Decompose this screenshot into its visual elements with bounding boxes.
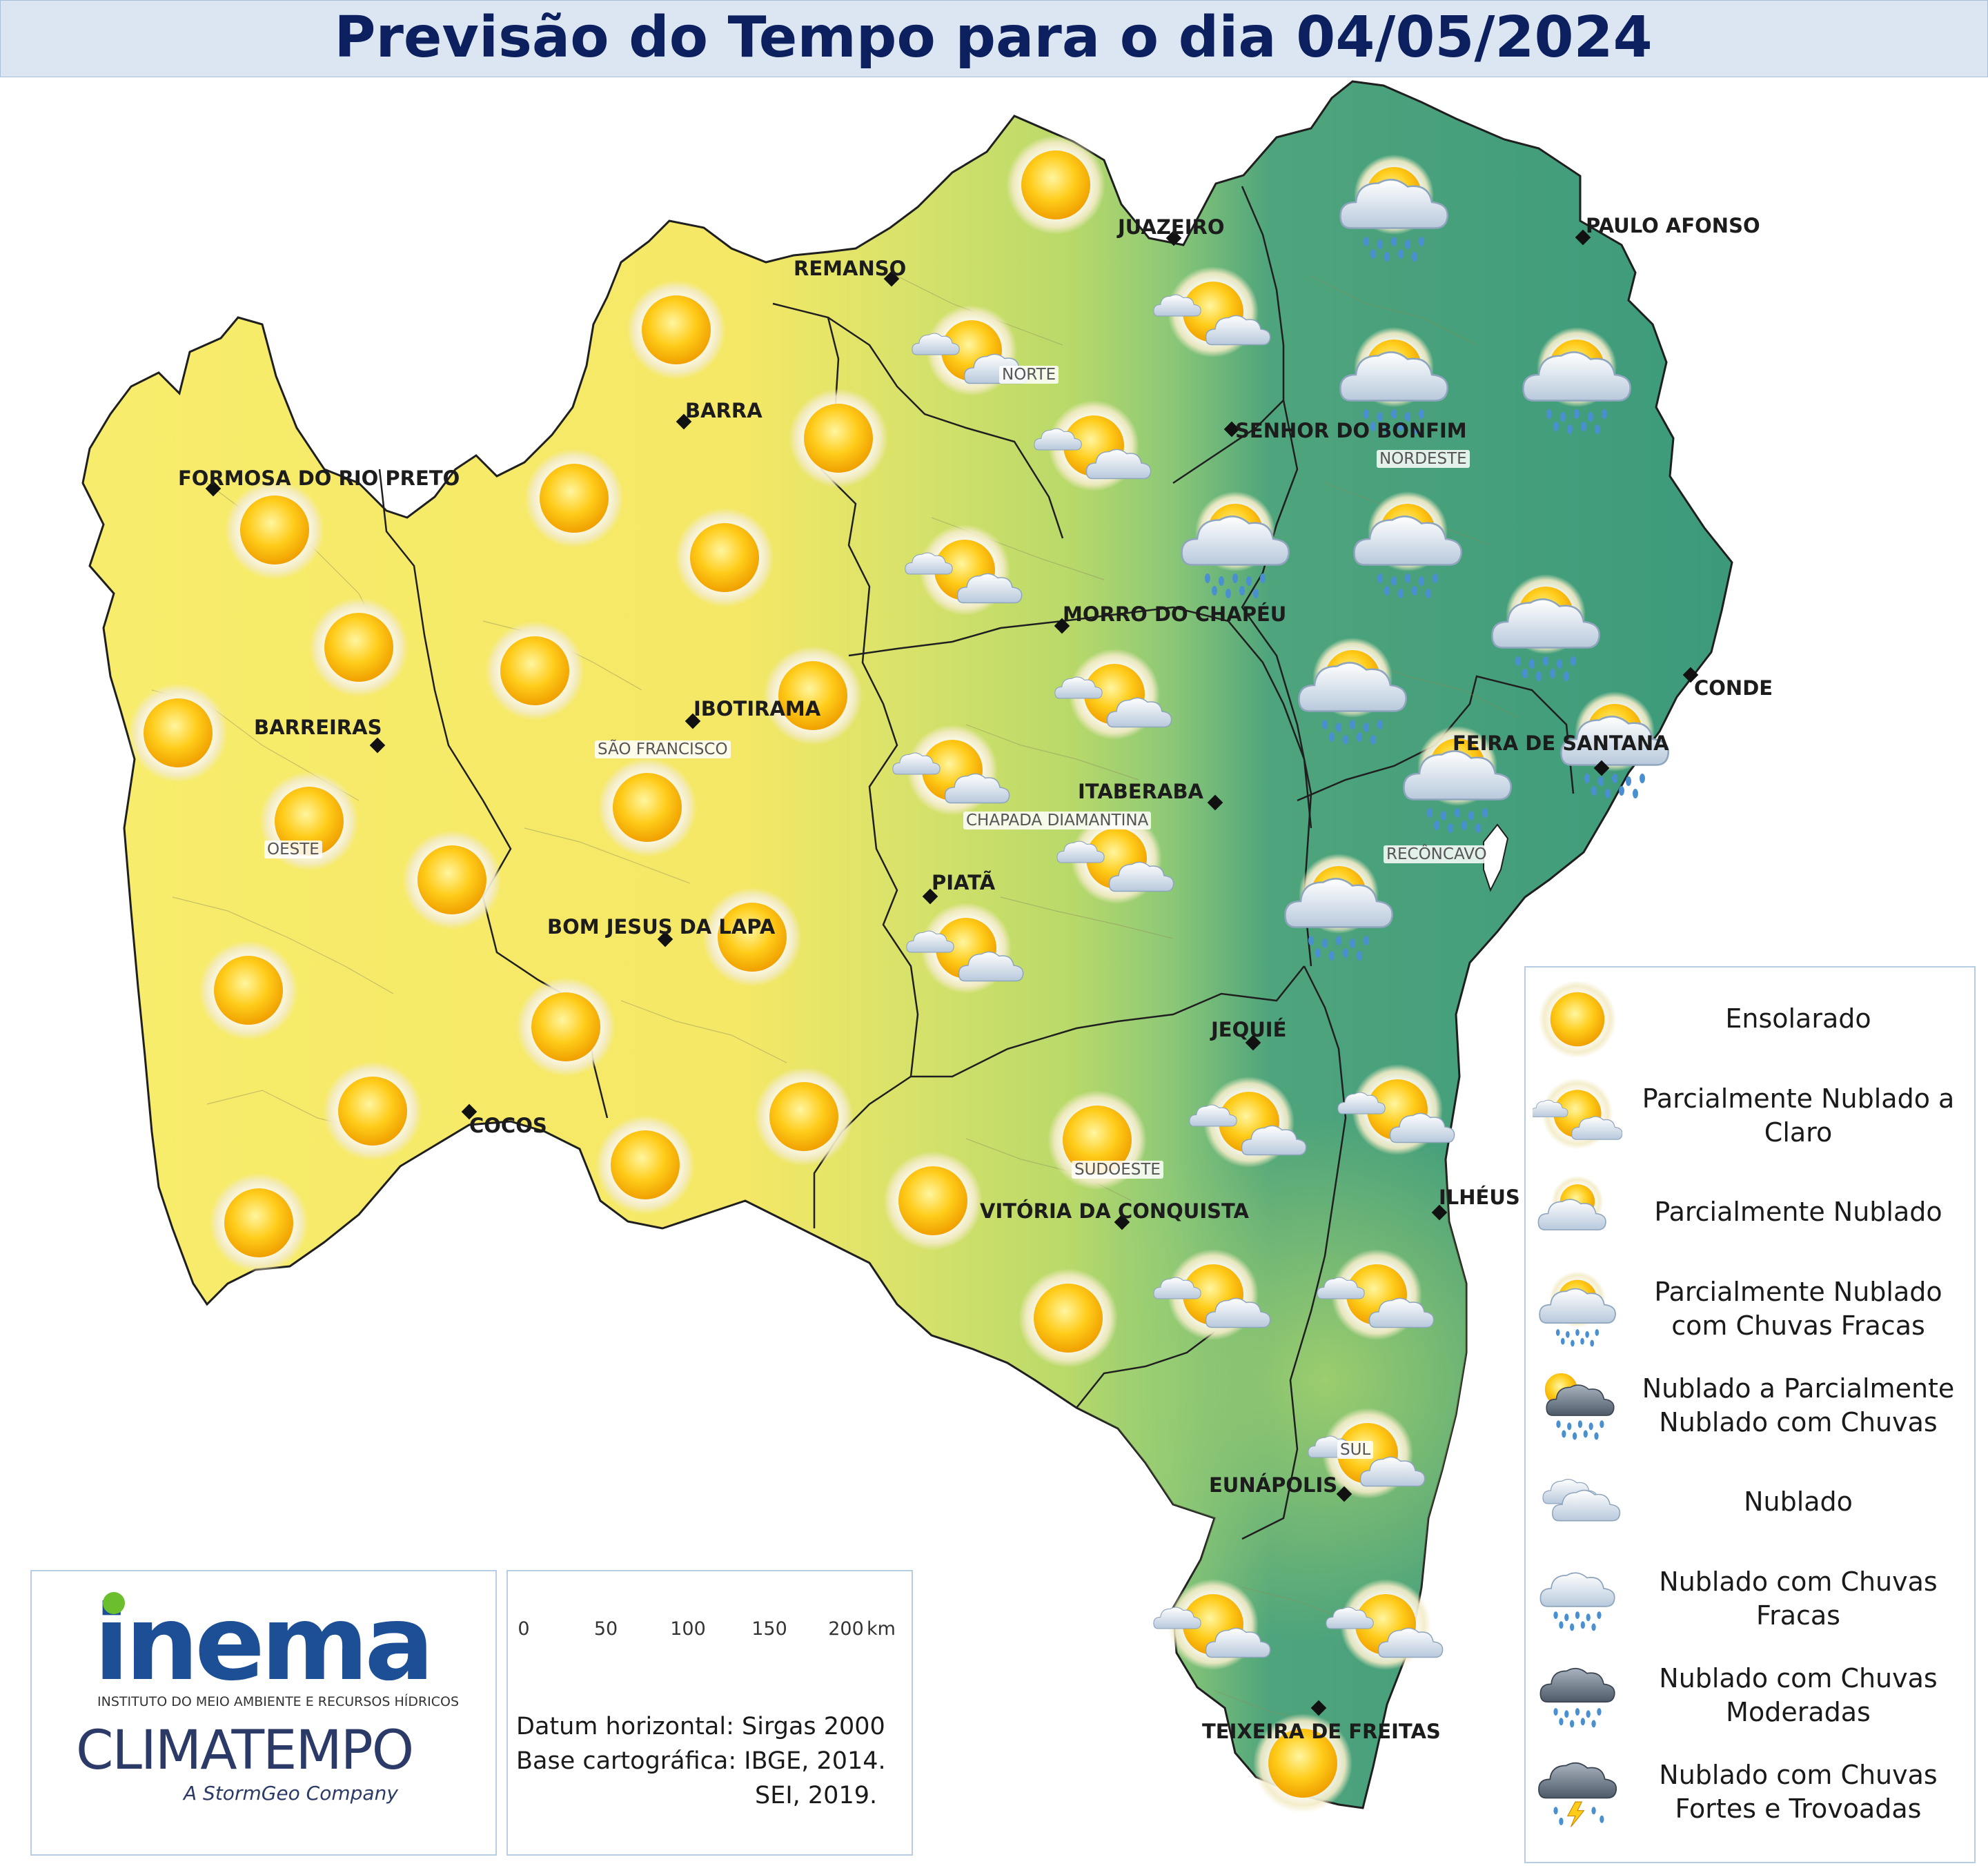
thunderstorm-icon — [1538, 1762, 1617, 1827]
sunny-icon — [627, 280, 726, 380]
city-label-piata: PIATÃ — [932, 871, 996, 894]
sunny-icon — [754, 1067, 854, 1166]
sunny-icon — [763, 646, 863, 745]
sunny-icon — [598, 758, 697, 857]
sunny-icon — [323, 1061, 422, 1161]
sunny-icon — [209, 1173, 308, 1273]
partly-cloudy-clear-icon — [1533, 1078, 1622, 1154]
legend-label: Nublado com Chuvas Fortes e Trovoadas — [1659, 1759, 1938, 1824]
scale-tick-label: 100 — [670, 1618, 706, 1640]
sunny-icon — [516, 977, 616, 1077]
city-label-formosa-do-rio-preto: FORMOSA DO RIO PRETO — [178, 466, 460, 490]
city-label-ibotirama: IBOTIRAMA — [693, 697, 821, 720]
page-title: Previsão do Tempo para o dia 04/05/2024 — [334, 5, 1653, 70]
city-label-barreiras: BARREIRAS — [254, 716, 382, 739]
region-label-reconcavo: RECÔNCAVO — [1384, 845, 1490, 863]
sunny-icon — [1006, 135, 1105, 235]
legend-item: Nublado com Chuvas Fortes e Trovoadas — [1526, 1747, 1974, 1837]
scale-tick-label: 50 — [593, 1618, 618, 1640]
legend: Ensolarado Parcialmente Nublado a Claro … — [1524, 966, 1976, 1863]
legend-label: Nublado com Chuvas Moderadas — [1659, 1662, 1938, 1727]
logo-panel: inema INSTITUTO DO MEIO AMBIENTE E RECUR… — [30, 1570, 497, 1856]
inema-logo-dot — [103, 1592, 125, 1614]
cloudy-light-rain-icon — [1539, 1572, 1615, 1631]
partly-cloudy-light-rain-icon — [1533, 1271, 1622, 1347]
scale-tick-label: 150 — [751, 1618, 787, 1640]
city-label-eunapolis: EUNÁPOLIS — [1209, 1473, 1338, 1497]
sei-text: SEI, 2019. — [755, 1782, 878, 1809]
legend-label: Nublado — [1744, 1486, 1853, 1518]
sunny-icon — [225, 480, 324, 580]
sunny-icon — [402, 830, 502, 930]
city-label-senhor-do-bonfim: SENHOR DO BONFIM — [1235, 419, 1467, 442]
legend-label: Parcialmente Nublado a Claro — [1642, 1083, 1955, 1148]
scale-tick-label: 0 — [518, 1618, 530, 1640]
city-label-paulo-afonso: PAULO AFONSO — [1586, 214, 1760, 237]
city-label-conde: CONDE — [1694, 676, 1773, 700]
legend-label: Ensolarado — [1725, 1003, 1871, 1034]
climatempo-logo: CLIMATEMPO — [76, 1720, 414, 1782]
city-label-remanso: REMANSO — [794, 257, 907, 280]
cloudy-partly-rain-icon — [1544, 1373, 1615, 1440]
cloudy-moderate-rain-icon — [1539, 1667, 1615, 1728]
climatempo-subtitle: A StormGeo Company — [184, 1782, 398, 1805]
region-label-sul: SUL — [1337, 1441, 1374, 1459]
sunny-icon — [485, 621, 584, 720]
region-label-sao-francisco: SÃO FRANCISCO — [595, 740, 731, 758]
inema-subtitle: INSTITUTO DO MEIO AMBIENTE E RECURSOS HÍ… — [97, 1694, 460, 1709]
city-label-morro-do-chapeu: MORRO DO CHAPÉU — [1063, 602, 1287, 626]
base-text: Base cartográfica: IBGE, 2014. — [516, 1747, 886, 1775]
legend-label: Nublado com Chuvas Fracas — [1659, 1566, 1938, 1631]
scale-unit: km — [867, 1618, 896, 1640]
datum-text: Datum horizontal: Sirgas 2000 — [516, 1713, 885, 1740]
region-label-norte: NORTE — [999, 366, 1059, 384]
legend-item: Nublado com Chuvas Fracas — [1526, 1554, 1974, 1644]
legend-label: Parcialmente Nublado — [1654, 1197, 1942, 1228]
legend-item: Parcialmente Nublado — [1526, 1168, 1974, 1257]
legend-label: Nublado a Parcialmente Nublado com Chuva… — [1642, 1373, 1955, 1437]
city-label-feira-de-santana: FEIRA DE SANTANA — [1453, 731, 1669, 755]
sunny-icon — [309, 598, 409, 697]
legend-item: Parcialmente Nublado com Chuvas Fracas — [1526, 1264, 1974, 1354]
title-bar — [0, 0, 1988, 77]
sunny-icon — [1018, 1268, 1118, 1368]
legend-label: Parcialmente Nublado com Chuvas Fracas — [1654, 1276, 1942, 1341]
sunny-icon — [675, 508, 774, 607]
city-label-itaberaba: ITABERABA — [1078, 780, 1204, 803]
region-label-nordeste: NORDESTE — [1377, 450, 1470, 468]
sunny-icon — [1538, 981, 1617, 1057]
city-label-ilheus: ILHÉUS — [1439, 1186, 1520, 1209]
cloudy-icon — [1542, 1478, 1621, 1522]
city-label-bom-jesus-da-lapa: BOM JESUS DA LAPA — [547, 915, 776, 939]
city-label-jequie: JEQUIÉ — [1211, 1018, 1287, 1041]
sunny-icon — [596, 1115, 695, 1215]
todos-os-santos-bay — [1483, 823, 1509, 892]
city-label-vitoria-da-conquista: VITÓRIA DA CONQUISTA — [980, 1199, 1249, 1223]
region-label-chapada-diamantina: CHAPADA DIAMANTINA — [963, 812, 1152, 829]
sunny-icon — [199, 941, 298, 1040]
sunny-icon — [128, 683, 228, 783]
city-label-barra: BARRA — [685, 399, 762, 422]
legend-item: Nublado a Parcialmente Nublado com Chuva… — [1526, 1361, 1974, 1451]
sunny-icon — [883, 1151, 983, 1250]
scale-tick-label: 200 — [828, 1618, 864, 1640]
region-label-oeste: OESTE — [264, 841, 322, 858]
sunny-icon — [524, 449, 624, 548]
sunny-icon — [789, 389, 888, 488]
region-label-sudoeste: SUDOESTE — [1072, 1161, 1163, 1179]
partly-cloudy-icon — [1537, 1175, 1606, 1230]
legend-item: Parcialmente Nublado a Claro — [1526, 1071, 1974, 1161]
scale-panel: 0 50 100 150 200 km Datum horizontal: Si… — [506, 1570, 913, 1856]
city-label-juazeiro: JUAZEIRO — [1118, 215, 1225, 239]
legend-item: Nublado com Chuvas Moderadas — [1526, 1651, 1974, 1740]
legend-item: Ensolarado — [1526, 974, 1974, 1064]
city-label-teixeira-de-freitas: TEIXEIRA DE FREITAS — [1202, 1720, 1441, 1743]
inema-logo: inema — [94, 1584, 434, 1704]
legend-item: Nublado — [1526, 1457, 1974, 1547]
city-markers — [205, 229, 1699, 1716]
city-label-cocos: COCOS — [469, 1114, 547, 1137]
